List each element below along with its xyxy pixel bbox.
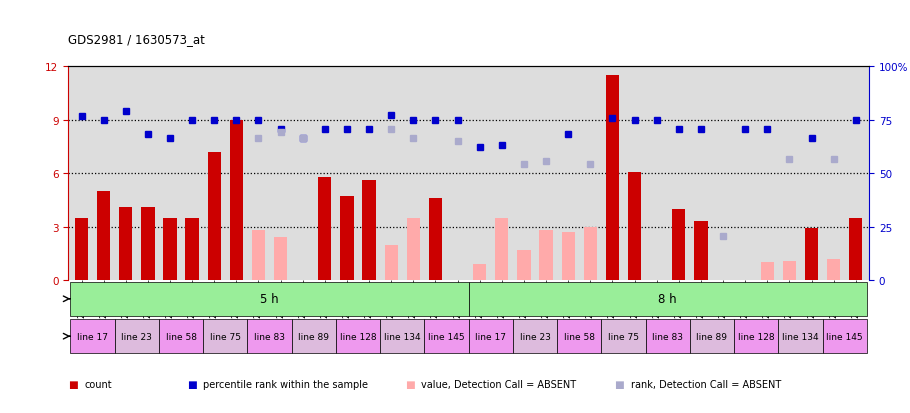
Bar (805, 229, 818, 280)
Text: line 83: line 83 (254, 332, 285, 341)
Bar (495, 218, 509, 280)
Bar (380, 320, 424, 353)
Text: line 134: line 134 (384, 332, 420, 341)
Bar (318, 178, 331, 280)
Bar (97, 192, 110, 280)
Bar (602, 320, 645, 353)
Bar (606, 76, 619, 280)
Bar (274, 238, 288, 280)
Bar (70, 282, 469, 316)
Bar (849, 218, 863, 280)
Text: line 89: line 89 (696, 332, 727, 341)
Bar (761, 263, 774, 280)
Text: line 145: line 145 (826, 332, 863, 341)
Bar (783, 261, 796, 280)
Bar (561, 233, 575, 280)
Bar (778, 320, 823, 353)
Bar (186, 218, 198, 280)
Bar (292, 320, 336, 353)
Text: age: age (0, 412, 1, 413)
Text: line 17: line 17 (77, 332, 108, 341)
Bar (119, 208, 132, 280)
Text: line 75: line 75 (608, 332, 639, 341)
Text: line 134: line 134 (783, 332, 819, 341)
Text: ■: ■ (614, 379, 624, 389)
Text: line 128: line 128 (339, 332, 377, 341)
Bar (362, 181, 376, 280)
Bar (70, 320, 115, 353)
Bar (75, 218, 88, 280)
Text: line 145: line 145 (429, 332, 465, 341)
Bar (672, 209, 685, 280)
Text: line 23: line 23 (121, 332, 152, 341)
Bar (823, 320, 867, 353)
Text: ■: ■ (68, 379, 78, 389)
Bar (407, 218, 420, 280)
Text: line 58: line 58 (564, 332, 595, 341)
Bar (115, 320, 159, 353)
Text: line 75: line 75 (210, 332, 241, 341)
Bar (164, 218, 177, 280)
Text: line 89: line 89 (298, 332, 329, 341)
Text: percentile rank within the sample: percentile rank within the sample (203, 379, 368, 389)
Text: 8 h: 8 h (659, 292, 677, 306)
Bar (340, 197, 354, 280)
Text: line 17: line 17 (475, 332, 506, 341)
Bar (252, 231, 265, 280)
Bar (248, 320, 292, 353)
Text: value, Detection Call = ABSENT: value, Detection Call = ABSENT (421, 379, 576, 389)
Bar (203, 320, 248, 353)
Bar (424, 320, 469, 353)
Bar (540, 231, 552, 280)
Bar (513, 320, 557, 353)
Bar (473, 264, 486, 280)
Text: 5 h: 5 h (260, 292, 278, 306)
Bar (583, 227, 597, 280)
Bar (385, 245, 398, 280)
Text: line 23: line 23 (520, 332, 551, 341)
Bar (517, 250, 531, 280)
Text: line 83: line 83 (652, 332, 683, 341)
Text: ■: ■ (187, 379, 197, 389)
Bar (336, 320, 380, 353)
Bar (159, 320, 203, 353)
Text: GDS2981 / 1630573_at: GDS2981 / 1630573_at (68, 33, 205, 45)
Text: line 128: line 128 (738, 332, 774, 341)
Bar (734, 320, 778, 353)
Bar (207, 152, 221, 280)
Bar (229, 121, 243, 280)
Text: rank, Detection Call = ABSENT: rank, Detection Call = ABSENT (631, 379, 781, 389)
Text: ■: ■ (405, 379, 415, 389)
Bar (557, 320, 602, 353)
Text: line 58: line 58 (166, 332, 197, 341)
Text: strain: strain (0, 412, 1, 413)
Bar (694, 222, 708, 280)
Bar (469, 282, 867, 316)
Bar (690, 320, 734, 353)
Bar (141, 208, 155, 280)
Bar (469, 320, 513, 353)
Bar (429, 199, 442, 280)
Bar (628, 172, 642, 280)
Bar (827, 259, 840, 280)
Bar (645, 320, 690, 353)
Text: count: count (85, 379, 112, 389)
